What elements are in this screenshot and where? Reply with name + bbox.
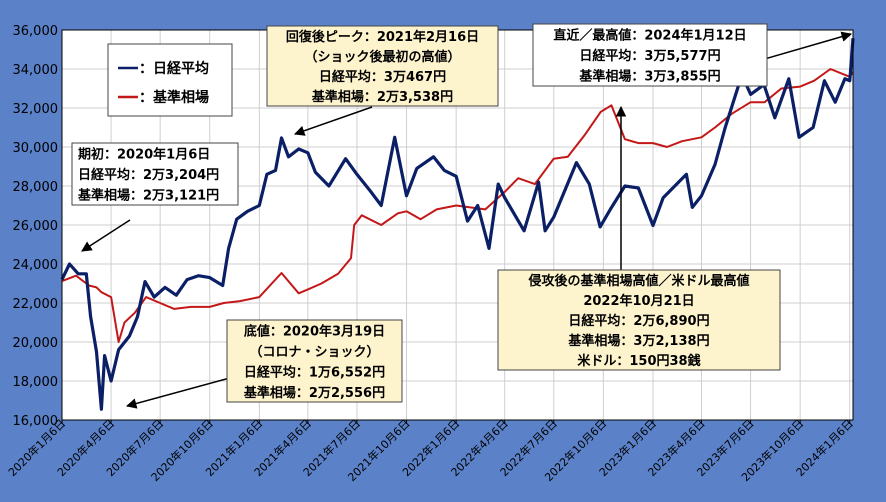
annotation-box	[532, 23, 768, 87]
annotation-text: 侵攻後の基準相場高値／米ドル最高値	[527, 273, 749, 289]
legend-label-kijun: ：基準相場	[139, 89, 209, 106]
series-line-kijun	[61, 68, 854, 343]
annotation-callout: 底値：2020年3月19日 （コロナ・ショック） 日経平均：1万6,552円基準相場…	[125, 319, 403, 409]
annotation-box	[71, 142, 239, 206]
annotation-text: 期初：2020年1月6日	[78, 146, 210, 162]
annotation-arrow	[81, 219, 131, 252]
annotation-box	[266, 25, 499, 107]
annotation-text: （コロナ・ショック）	[249, 344, 379, 360]
annotation-text: 基準相場：3万2,138円	[567, 333, 709, 349]
y-tick-label: 34,000	[13, 63, 59, 78]
annotation-text: 直近／最高値：2024年1月12日	[553, 27, 746, 43]
annotation-text: 日経平均：3万5,577円	[579, 48, 720, 64]
annotation-text: 日経平均：2万6,890円	[568, 313, 709, 329]
annotations: 期初：2020年1月6日日経平均：2万3,204円基準相場：2万3,121円回復…	[71, 23, 853, 409]
annotation-text: 基準相場：2万3,538円	[311, 89, 453, 105]
annotation-text: （ショック後最初の高値）	[304, 49, 460, 65]
annotation-text: 基準相場：3万3,855円	[578, 69, 720, 85]
x-axis: 2020年1月6日2020年4月6日2020年7月6日2020年10月6日202…	[5, 416, 856, 484]
series-lines	[60, 38, 855, 411]
y-axis: 16,000 18,000 20,000 22,000 24,000 26,000 28,0…	[13, 24, 59, 429]
y-tick-label: 20,000	[13, 336, 59, 351]
annotation-arrow	[125, 375, 238, 409]
annotation-text: 米ドル：150円38銭	[577, 353, 700, 369]
annotation-text: 日経平均：2万3,204円	[78, 167, 219, 183]
y-tick-label: 22,000	[13, 297, 59, 312]
annotation-text: 日経平均：3万467円	[319, 69, 446, 85]
y-tick-label: 28,000	[13, 180, 59, 195]
y-tick-label: 26,000	[13, 219, 59, 234]
legend-label-nikkei: ：日経平均	[139, 60, 209, 77]
annotation-text: 回復後ピーク：2021年2月16日	[286, 29, 479, 45]
series-line-nikkei	[60, 38, 855, 411]
y-tick-label: 16,000	[13, 414, 59, 429]
annotation-text: 底値：2020年3月19日	[244, 323, 385, 339]
annotation-arrow	[294, 106, 373, 136]
annotation-callout: 直近／最高値：2024年1月12日日経平均：3万5,577円基準相場：3万3,8…	[532, 23, 853, 87]
y-tick-label: 32,000	[13, 102, 59, 117]
annotation-text: 2022年10月21日	[583, 293, 694, 309]
annotation-text: 基準相場：2万3,121円	[77, 188, 219, 204]
legend-box	[107, 43, 233, 117]
annotation-box	[497, 269, 781, 371]
legend: ：日経平均 ：基準相場	[107, 43, 233, 117]
y-tick-label: 24,000	[13, 258, 59, 273]
y-tick-label: 18,000	[13, 375, 59, 390]
annotation-callout: 回復後ピーク：2021年2月16日 （ショック後最初の高値） 日経平均：3万467円…	[266, 25, 499, 136]
annotation-callout: 侵攻後の基準相場高値／米ドル最高値 2022年10月21日日経平均：2万6,890…	[497, 105, 781, 371]
y-tick-label: 30,000	[13, 141, 59, 156]
annotation-box	[226, 319, 403, 403]
y-tick-label: 36,000	[13, 24, 59, 39]
annotation-text: 日経平均：1万6,552円	[244, 364, 385, 380]
annotation-text: 基準相場：2万2,556円	[243, 385, 385, 401]
